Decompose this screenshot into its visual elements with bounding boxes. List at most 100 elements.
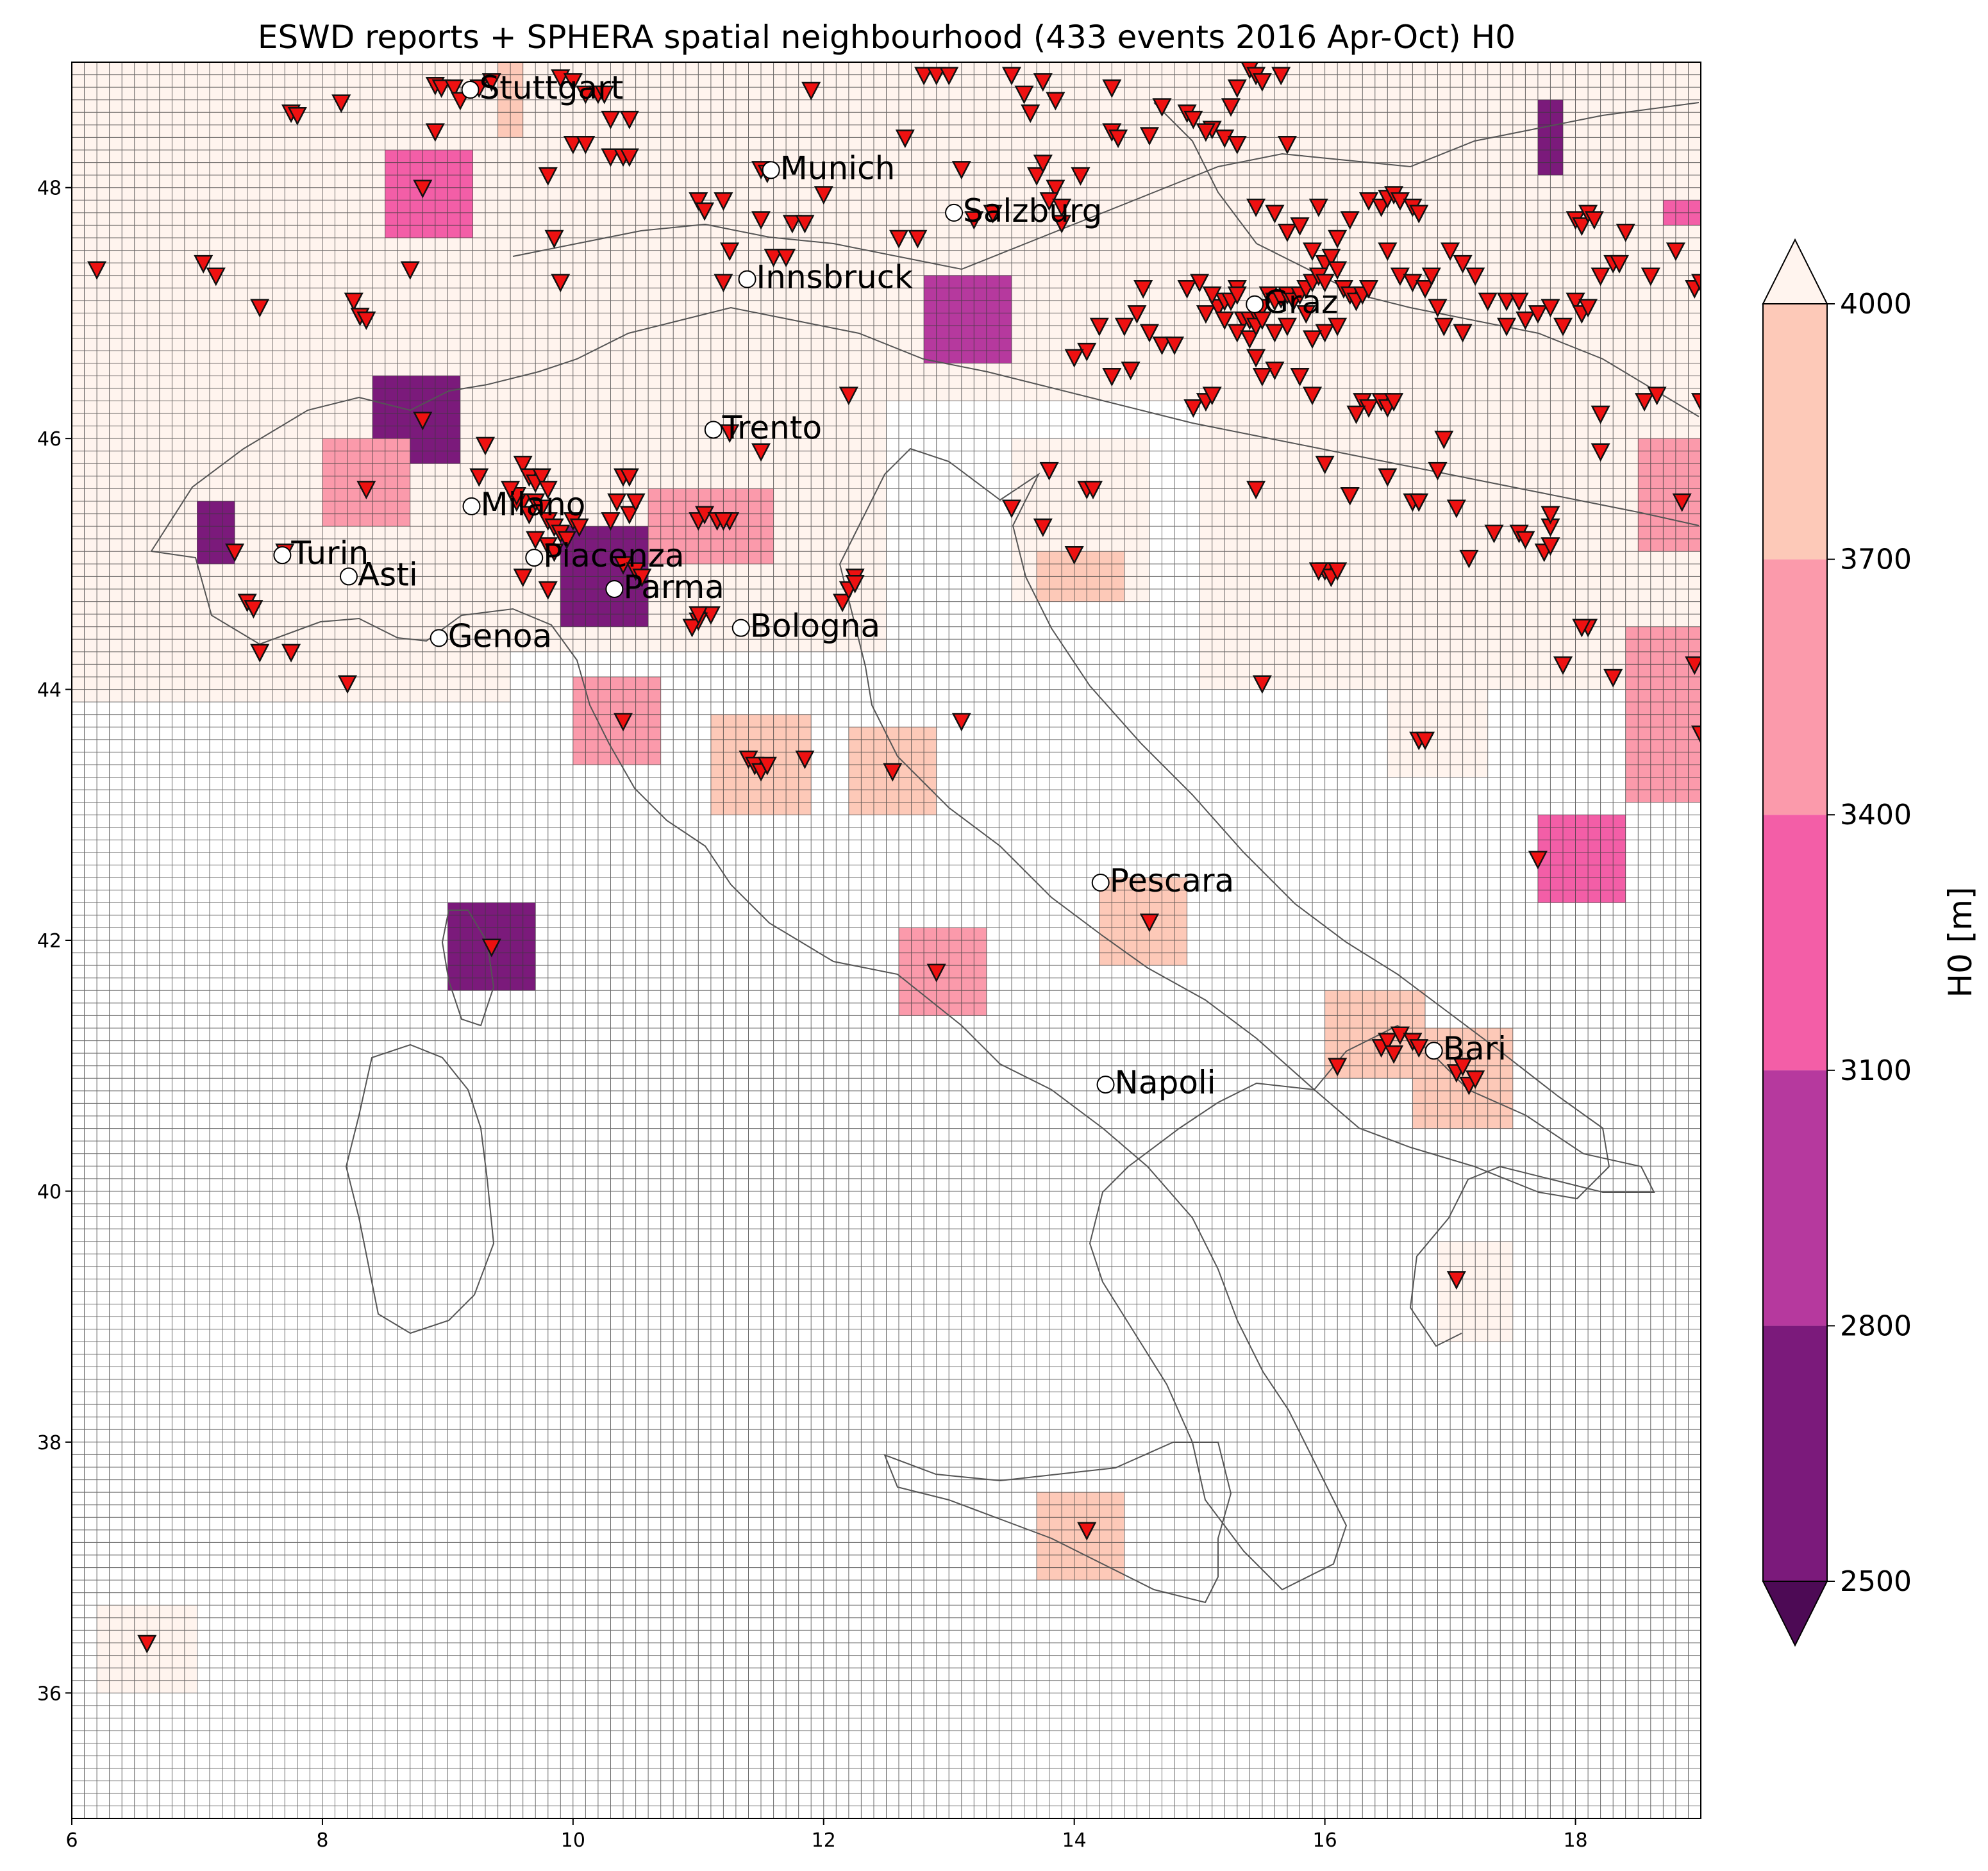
eswd-report-marker: [964, 211, 984, 230]
eswd-report-marker: [1102, 368, 1122, 387]
eswd-report-marker: [1378, 468, 1398, 487]
eswd-report-marker: [244, 600, 263, 619]
eswd-report-marker: [601, 110, 621, 129]
eswd-report-marker: [1308, 198, 1328, 217]
colorbar-tick-label: 4000: [1840, 288, 1912, 320]
eswd-report-marker: [1152, 337, 1172, 356]
map-area: Stuttgart Munich Salzburg Innsbruck Graz Tren…: [72, 62, 1701, 1818]
eswd-report-marker: [632, 569, 652, 588]
eswd-report-marker: [1021, 104, 1040, 123]
eswd-report-marker: [1578, 299, 1598, 318]
city-marker: [731, 619, 750, 637]
eswd-report-marker: [1358, 280, 1379, 299]
x-tick-label: 12: [812, 1829, 836, 1852]
eswd-report-marker: [1221, 98, 1241, 117]
eswd-report-marker: [538, 481, 558, 500]
eswd-report-marker: [939, 67, 959, 86]
eswd-report-marker: [601, 148, 621, 167]
city-label: Parma: [623, 569, 724, 606]
eswd-report-marker: [619, 148, 639, 167]
eswd-report-marker: [544, 229, 564, 249]
y-tick-label: 44: [37, 679, 62, 702]
eswd-report-marker: [538, 581, 558, 600]
eswd-report-marker: [1089, 317, 1109, 337]
eswd-report-marker: [1446, 499, 1466, 519]
eswd-report-marker: [1227, 324, 1247, 343]
eswd-report-marker: [1603, 669, 1623, 688]
alpine-borders: [151, 306, 1700, 552]
city-label: Napoli: [1115, 1064, 1216, 1101]
y-tick-label: 48: [37, 178, 62, 200]
h0-patch: [899, 927, 987, 1016]
figure-title: ESWD reports + SPHERA spatial neighbourh…: [258, 19, 1516, 56]
eswd-report-marker: [1378, 1033, 1398, 1052]
eswd-report-marker: [751, 211, 771, 230]
eswd-report-marker: [1296, 305, 1316, 324]
eswd-report-marker: [695, 202, 715, 221]
eswd-report-marker: [701, 606, 721, 625]
eswd-report-marker: [1516, 531, 1535, 550]
map-axes: 6 8 10 12 14 16 18 36 38 40 42 44 46 48: [37, 178, 1588, 1852]
colorbar-tick-label: 2500: [1840, 1565, 1912, 1598]
city-marker: [461, 81, 480, 99]
eswd-report-marker: [594, 85, 614, 104]
eswd-report-marker: [425, 123, 445, 142]
city-marker: [339, 567, 358, 586]
h0-patch: [572, 677, 661, 765]
eswd-report-marker: [1252, 368, 1272, 387]
eswd-report-marker: [1246, 198, 1266, 217]
eswd-report-marker: [1265, 204, 1285, 224]
eswd-report-marker: [1572, 619, 1592, 638]
eswd-report-marker: [1691, 393, 1701, 412]
colorbar-segment: [1763, 815, 1827, 1070]
eswd-report-marker: [1202, 286, 1222, 305]
city-label: Graz: [1264, 284, 1338, 321]
eswd-report-marker: [1453, 254, 1473, 274]
eswd-report-marker: [1446, 1271, 1466, 1290]
eswd-report-marker: [1496, 317, 1517, 337]
eswd-report-marker: [883, 763, 903, 782]
eswd-report-marker: [1496, 292, 1517, 312]
city-label: Trento: [722, 409, 822, 446]
eswd-report-marker: [1215, 129, 1235, 149]
eswd-report-marker: [1139, 913, 1160, 933]
eswd-report-marker: [1139, 324, 1160, 343]
eswd-report-marker: [1246, 349, 1266, 368]
eswd-report-marker: [450, 92, 470, 111]
h0-patch: [1099, 877, 1187, 966]
eswd-report-marker: [1303, 242, 1323, 262]
eswd-report-marker: [795, 215, 815, 234]
eswd-report-marker: [1114, 317, 1134, 337]
eswd-report-marker: [1315, 324, 1335, 343]
city-marker: [738, 270, 756, 288]
eswd-report-marker: [1033, 73, 1053, 92]
eswd-report-marker: [695, 506, 715, 525]
eswd-report-marker: [751, 443, 771, 462]
eswd-report-marker: [1165, 337, 1185, 356]
eswd-report-marker: [613, 556, 633, 575]
eswd-report-marker: [1358, 399, 1379, 418]
coastlines: [151, 102, 1700, 1604]
eswd-report-marker: [926, 67, 946, 86]
x-tick-label: 14: [1062, 1829, 1087, 1852]
eswd-report-marker: [519, 506, 539, 525]
colorbar: 2500 2800 3100 3400 3700 4000 H0 [m]: [1762, 238, 1979, 1647]
eswd-report-marker: [1133, 280, 1153, 299]
eswd-report-marker: [287, 106, 307, 126]
eswd-report-marker: [1466, 267, 1485, 287]
italy-coastline: [151, 551, 1655, 1591]
eswd-report-marker: [1553, 656, 1573, 676]
eswd-report-marker: [1428, 462, 1448, 481]
eswd-report-marker: [1403, 274, 1423, 293]
eswd-report-marker: [926, 963, 946, 983]
city-marker: [945, 203, 964, 222]
y-tick-label: 46: [37, 428, 62, 451]
eswd-report-marker: [501, 481, 521, 500]
eswd-report-marker: [1227, 79, 1247, 98]
eswd-report-marker: [1039, 462, 1059, 481]
h0-patch: [1638, 438, 1701, 552]
eswd-report-marker: [720, 242, 740, 262]
eswd-report-marker: [400, 261, 420, 280]
city-marker: [462, 497, 481, 515]
eswd-report-marker: [1691, 725, 1701, 744]
